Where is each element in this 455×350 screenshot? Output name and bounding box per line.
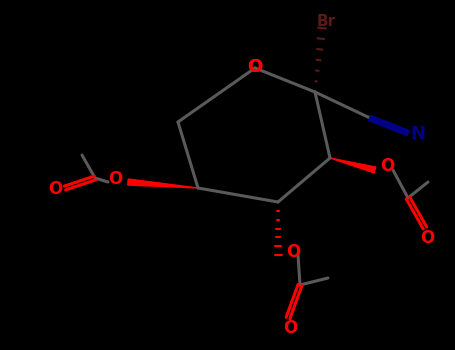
Text: O: O	[380, 157, 394, 175]
Text: Br: Br	[316, 14, 336, 28]
Text: O: O	[420, 229, 434, 247]
Polygon shape	[330, 158, 376, 173]
Polygon shape	[128, 179, 198, 188]
Text: O: O	[248, 58, 263, 76]
Text: N: N	[410, 125, 425, 143]
Text: O: O	[48, 180, 62, 198]
Text: O: O	[108, 170, 122, 188]
Text: O: O	[248, 58, 263, 76]
Text: O: O	[283, 319, 297, 337]
Text: O: O	[286, 243, 300, 261]
